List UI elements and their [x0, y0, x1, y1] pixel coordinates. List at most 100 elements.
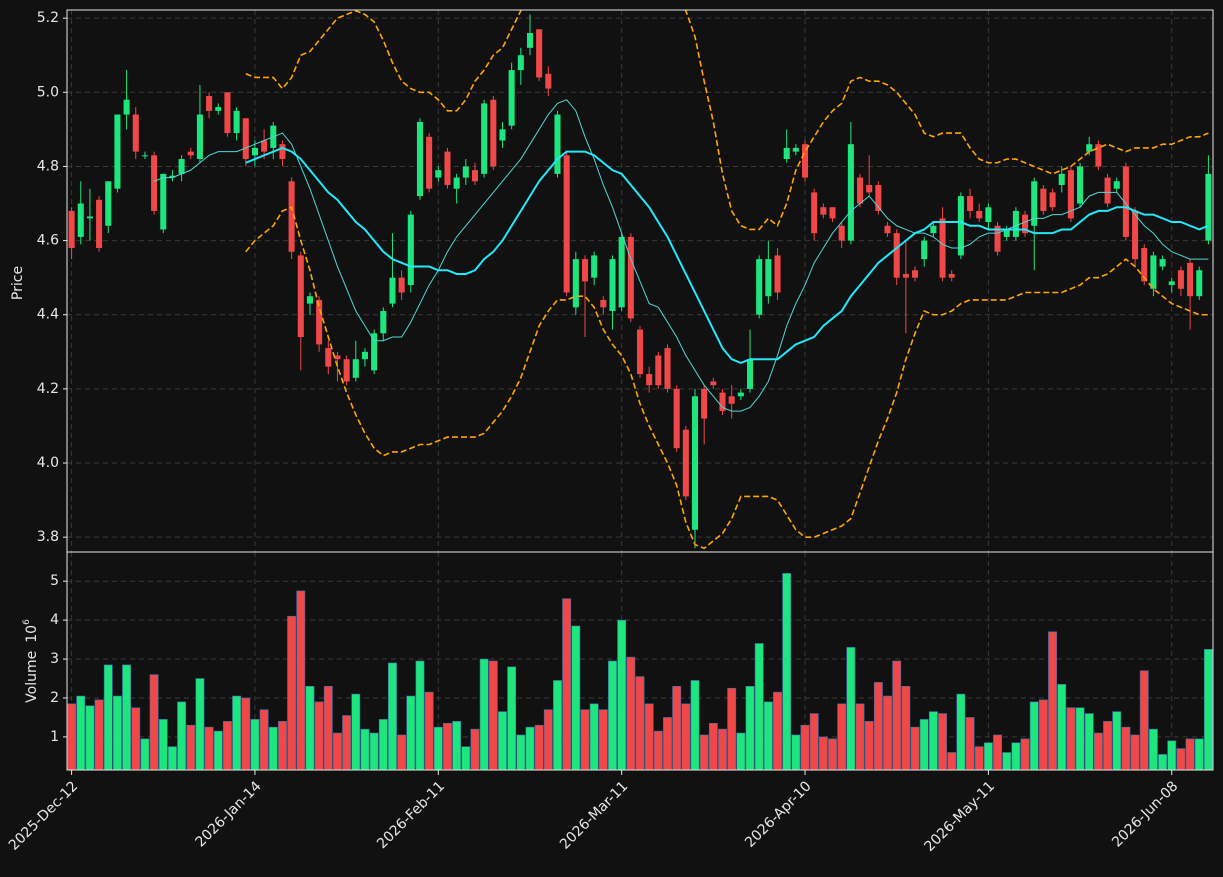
candle-body: [857, 177, 864, 204]
volume-bar: [250, 719, 260, 771]
y-tick-label: 2: [50, 690, 59, 706]
candle-body: [866, 184, 873, 193]
candle-body: [792, 147, 799, 152]
y-tick-label: 4.2: [37, 381, 59, 397]
volume-bar: [213, 730, 223, 771]
volume-bar: [855, 703, 865, 771]
volume-bar: [965, 717, 975, 771]
candle-body: [1012, 210, 1019, 237]
candle-body: [829, 207, 836, 219]
candle-body: [141, 155, 148, 157]
candle-body: [591, 255, 598, 278]
volume-plot: [67, 573, 1213, 771]
volume-bar: [67, 703, 77, 771]
candle-body: [930, 225, 937, 234]
line-series: [245, 206, 1209, 550]
candle-body: [921, 240, 928, 260]
candle-body: [242, 118, 249, 160]
candle-body: [471, 170, 479, 182]
volume-bar: [791, 734, 801, 771]
candle-body: [462, 166, 469, 178]
volume-bar: [608, 660, 617, 771]
volume-bar: [204, 726, 214, 771]
volume-bar: [195, 678, 205, 771]
candle-body: [187, 151, 194, 156]
volume-bar: [131, 707, 141, 771]
candle-body: [655, 355, 662, 386]
candle-body: [444, 151, 451, 185]
candle-body: [554, 114, 561, 174]
candle-body: [682, 429, 689, 497]
volume-bar: [663, 717, 672, 771]
candle-body: [912, 270, 919, 278]
volume-bar: [287, 615, 297, 771]
candle-body: [426, 136, 433, 189]
candle-body: [618, 236, 625, 308]
candle-body: [132, 114, 139, 152]
candle-body: [1196, 270, 1203, 297]
candle-body: [728, 396, 735, 404]
grid-layer: [67, 10, 1213, 770]
volume-bar: [919, 719, 929, 771]
candle-body: [1159, 259, 1166, 267]
volume-bar: [296, 590, 306, 771]
volume-bar: [846, 647, 856, 771]
candle-body: [352, 359, 359, 378]
volume-bar: [837, 703, 847, 771]
volume-bar: [122, 664, 132, 771]
candle-body: [1141, 248, 1148, 282]
candle-body: [765, 259, 772, 297]
volume-bar: [488, 660, 498, 771]
candle-body: [967, 196, 974, 211]
candle-body: [178, 159, 185, 174]
candle-body: [1040, 188, 1047, 211]
candle-body: [499, 129, 506, 141]
candle-body: [453, 177, 460, 189]
candle-body: [68, 210, 75, 249]
volume-bar: [223, 721, 232, 771]
candle-body: [380, 311, 387, 334]
candle-body: [1177, 270, 1184, 289]
y-tick-label: 3: [50, 651, 59, 667]
candle-body: [371, 333, 378, 371]
volume-bar: [718, 728, 727, 771]
volume-bar: [461, 746, 471, 771]
line-series: [245, 146, 1209, 365]
volume-bar: [1158, 754, 1168, 771]
candle-body: [701, 388, 708, 419]
candle-body: [233, 110, 240, 134]
candle-body: [114, 114, 121, 189]
candle-body: [1150, 255, 1157, 289]
volume-bar: [333, 732, 342, 771]
volume-bar: [956, 693, 966, 771]
volume-bar: [626, 656, 636, 771]
volume-label-text: Volume: [24, 651, 40, 703]
y-tick-label: 4.6: [37, 233, 59, 249]
volume-scale-base: 10: [24, 625, 40, 643]
candle-body: [627, 236, 634, 319]
candle-body: [536, 29, 543, 78]
volume-bar: [1103, 721, 1112, 771]
candle-body: [838, 225, 845, 241]
volume-bar: [351, 693, 361, 771]
volume-bar: [76, 695, 86, 771]
candle-body: [948, 273, 955, 278]
volume-scale-exponent: 6: [22, 619, 32, 625]
volume-bar: [745, 686, 755, 771]
candle-body: [646, 374, 653, 386]
volume-bar: [644, 703, 654, 771]
candle-body: [1086, 144, 1093, 152]
candle-body: [1049, 192, 1056, 208]
volume-bar: [186, 724, 196, 771]
volume-bar: [177, 701, 187, 771]
volume-bar: [378, 719, 388, 771]
candle-body: [297, 255, 304, 337]
candle-body: [1058, 173, 1065, 185]
candle-body: [957, 196, 964, 256]
candle-body: [1168, 281, 1175, 286]
volume-bar: [534, 724, 544, 771]
volume-bar: [828, 738, 837, 771]
volume-bar: [525, 726, 535, 771]
volume-bar: [1066, 707, 1076, 771]
